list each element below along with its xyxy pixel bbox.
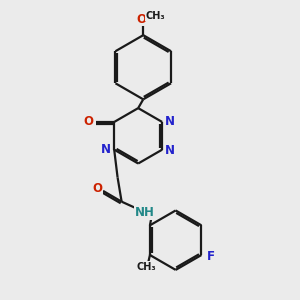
Text: CH₃: CH₃ xyxy=(145,11,165,21)
Text: O: O xyxy=(92,182,102,195)
Text: F: F xyxy=(207,250,215,263)
Text: N: N xyxy=(165,144,175,157)
Text: O: O xyxy=(136,13,146,26)
Text: N: N xyxy=(101,143,111,156)
Text: NH: NH xyxy=(135,206,155,219)
Text: N: N xyxy=(165,115,175,128)
Text: CH₃: CH₃ xyxy=(136,262,156,272)
Text: O: O xyxy=(83,115,93,128)
